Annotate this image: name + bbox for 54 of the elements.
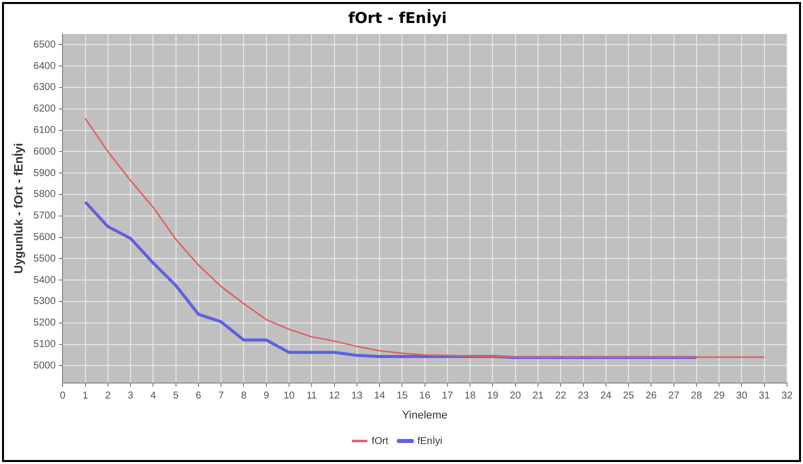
x-tick-label: 30 bbox=[736, 390, 748, 402]
x-tick-label: 14 bbox=[374, 390, 386, 402]
y-tick-label: 5900 bbox=[33, 168, 56, 179]
x-tick-label: 24 bbox=[600, 390, 612, 402]
x-tick-label: 0 bbox=[60, 390, 66, 402]
y-tick-label: 5100 bbox=[33, 339, 56, 350]
y-tick-label: 5400 bbox=[33, 274, 56, 286]
x-tick-label: 9 bbox=[264, 390, 270, 402]
y-axis-title: Uygunluk - fOrt - fEnİyi bbox=[12, 143, 26, 274]
x-tick-label: 12 bbox=[328, 390, 340, 402]
x-tick-label: 10 bbox=[283, 390, 296, 402]
x-tick-label: 26 bbox=[646, 390, 658, 402]
x-tick-label: 18 bbox=[464, 390, 476, 402]
y-tick-label: 6300 bbox=[33, 82, 56, 94]
y-tick-label: 5600 bbox=[33, 232, 56, 244]
x-tick-label: 28 bbox=[690, 390, 702, 402]
x-tick-label: 4 bbox=[150, 390, 156, 402]
x-tick-label: 13 bbox=[351, 390, 363, 402]
x-tick-label: 8 bbox=[240, 390, 247, 402]
y-tick-label: 6200 bbox=[33, 104, 56, 115]
x-tick-label: 25 bbox=[622, 390, 635, 402]
x-tick-label: 5 bbox=[173, 390, 180, 402]
x-tick-label: 21 bbox=[532, 390, 544, 402]
x-tick-label: 15 bbox=[396, 390, 408, 402]
y-tick-label: 6500 bbox=[33, 39, 56, 50]
x-tick-label: 1 bbox=[82, 390, 88, 402]
x-axis-title: Yineleme bbox=[402, 409, 448, 422]
y-tick-label: 5000 bbox=[33, 360, 56, 372]
x-tick-label: 17 bbox=[442, 390, 454, 402]
x-tick-label: 27 bbox=[668, 390, 680, 402]
y-tick-label: 5500 bbox=[33, 253, 56, 264]
x-tick-label: 19 bbox=[487, 390, 499, 402]
legend-label: fOrt bbox=[372, 436, 389, 447]
chart-title: fOrt - fEnİyi bbox=[348, 8, 447, 27]
legend-label: fEnİyi bbox=[417, 434, 442, 447]
x-tick-label: 20 bbox=[510, 390, 522, 402]
x-tick-label: 22 bbox=[555, 390, 567, 402]
y-tick-label: 5200 bbox=[33, 318, 56, 329]
x-tick-label: 7 bbox=[218, 390, 224, 402]
x-tick-label: 31 bbox=[758, 390, 770, 402]
y-tick-label: 6100 bbox=[33, 125, 56, 136]
y-tick-label: 6400 bbox=[33, 60, 56, 72]
x-tick-label: 11 bbox=[306, 390, 318, 402]
x-tick-label: 3 bbox=[128, 390, 134, 402]
x-tick-label: 32 bbox=[781, 390, 793, 402]
x-tick-label: 6 bbox=[196, 390, 202, 402]
y-tick-label: 5300 bbox=[33, 296, 56, 308]
x-tick-label: 23 bbox=[578, 390, 590, 402]
y-tick-label: 6000 bbox=[33, 146, 56, 158]
y-tick-label: 5800 bbox=[33, 189, 56, 200]
y-tick-label: 5700 bbox=[33, 210, 56, 222]
x-tick-label: 2 bbox=[105, 390, 112, 402]
x-tick-label: 16 bbox=[419, 390, 431, 402]
x-tick-label: 29 bbox=[714, 390, 726, 402]
